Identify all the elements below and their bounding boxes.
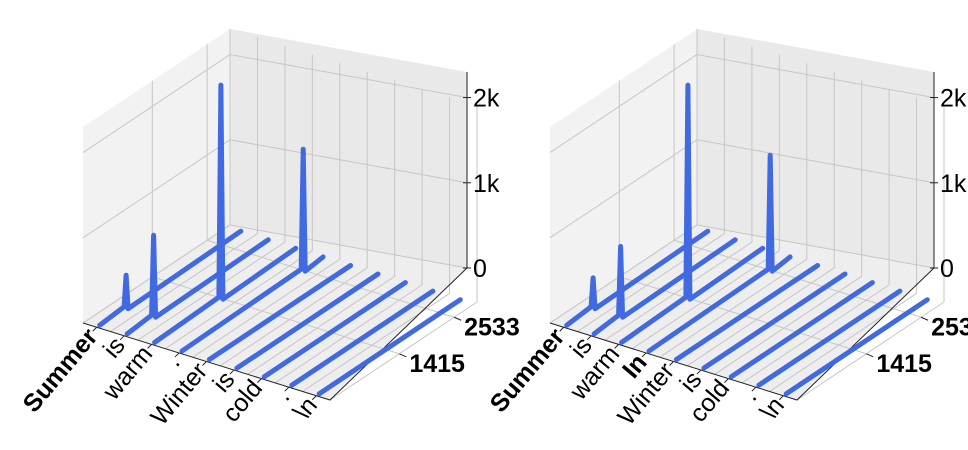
grid-line	[741, 284, 890, 384]
x-tick-mark	[257, 378, 262, 383]
grid-line	[219, 267, 368, 367]
series-line	[289, 288, 436, 388]
z-tick-label: 2k	[473, 85, 500, 113]
series-line	[591, 237, 738, 337]
series-line	[234, 271, 381, 371]
grid-line	[549, 139, 698, 239]
x-tick-mark	[92, 326, 98, 332]
grid-line	[247, 275, 395, 375]
x-tick-mark	[669, 361, 674, 366]
series-line	[619, 82, 766, 345]
grid-line	[137, 241, 286, 341]
z-tick-label: 2k	[940, 85, 967, 113]
grid-line	[796, 301, 945, 401]
y-tick-mark	[399, 353, 407, 358]
series-line	[701, 271, 848, 371]
series-line	[673, 263, 821, 362]
z-tick-label: 1k	[940, 170, 967, 198]
grid-line	[714, 275, 862, 375]
grid-line	[769, 293, 917, 392]
grid-line	[302, 293, 450, 392]
x-tick-mark	[229, 369, 235, 375]
grid-line	[165, 250, 313, 350]
grid-line	[604, 241, 753, 341]
x-tick-mark	[751, 386, 757, 392]
chart-panel-right: 01k2k14152533SummeriswarmInWinteriscold.…	[485, 29, 968, 431]
axis-line	[82, 267, 468, 401]
grid-line	[632, 250, 780, 350]
x-tick-mark	[202, 361, 207, 366]
series-line	[316, 297, 463, 397]
axis-line	[549, 267, 935, 401]
z-tick-label: 0	[473, 255, 487, 283]
grid-line	[229, 224, 468, 269]
grid-line	[696, 54, 935, 99]
series-line	[124, 232, 271, 337]
x-tick-mark	[147, 344, 152, 349]
x-tick-mark	[778, 395, 784, 401]
x-tick-mark	[174, 352, 180, 358]
x-tick-label: Summer	[18, 323, 104, 418]
grid-line	[82, 139, 231, 239]
series-line	[564, 228, 711, 328]
grid-line	[686, 267, 835, 367]
grid-line	[696, 224, 935, 269]
y-tick-label: 1415	[409, 350, 465, 378]
grid-line	[229, 139, 468, 184]
grid-line	[82, 54, 231, 153]
y-tick-label: 1415	[876, 350, 932, 378]
x-tick-mark	[724, 378, 729, 383]
grid-line	[229, 54, 468, 99]
series-line	[152, 82, 299, 345]
series-line	[261, 280, 408, 380]
grid-line	[696, 139, 935, 184]
x-tick-mark	[119, 335, 125, 341]
series-line	[206, 263, 354, 362]
series-line	[783, 297, 930, 397]
series-line	[756, 288, 903, 388]
grid-line	[329, 301, 478, 401]
grid-line	[659, 258, 808, 358]
y-tick-mark	[866, 353, 874, 358]
grid-line	[549, 54, 698, 153]
x-tick-mark	[614, 344, 619, 349]
y-tick-label: 2533	[931, 313, 968, 341]
z-tick-label: 0	[940, 255, 954, 283]
z-tick-label: 1k	[473, 170, 500, 198]
x-tick-mark	[311, 395, 317, 401]
grid-line	[110, 233, 258, 332]
x-tick-mark	[641, 352, 647, 358]
series-line	[179, 146, 326, 354]
x-tick-mark	[696, 369, 702, 375]
grid-line	[577, 233, 725, 332]
pane-back	[230, 29, 467, 268]
series-line	[97, 228, 244, 328]
pane-back	[697, 29, 934, 268]
y-tick-label: 2533	[464, 313, 520, 341]
x-tick-mark	[559, 326, 565, 332]
y-tick-mark	[920, 316, 929, 321]
grid-line	[274, 284, 423, 384]
x-tick-mark	[586, 335, 592, 341]
series-line	[728, 280, 875, 380]
x-tick-mark	[284, 386, 290, 392]
grid-line	[192, 258, 341, 358]
series-line	[646, 152, 793, 354]
y-tick-mark	[453, 316, 462, 321]
